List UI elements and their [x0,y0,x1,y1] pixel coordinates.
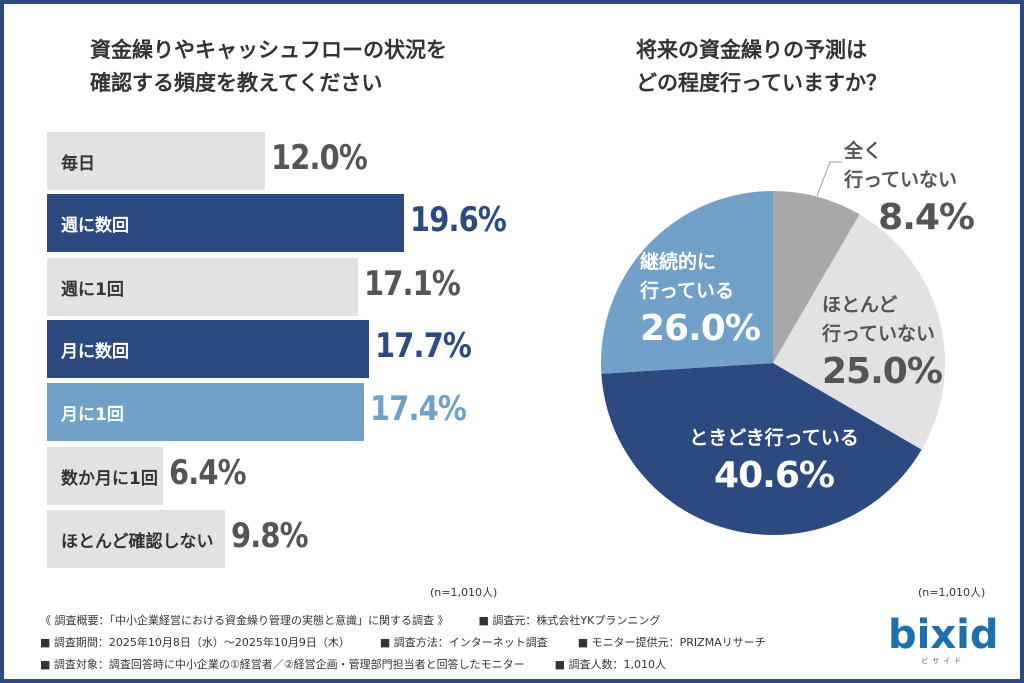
bar: 月に1回 [47,383,364,441]
survey-target: ■ 調査対象：調査回答時に中小企業の①経営者／②経営企画・管理部門担当者と回答し… [40,658,525,671]
pie-chart [601,161,945,535]
bixid-logo: bixid ビサイド [888,614,999,666]
bar-value-label: 19.6% [409,200,507,240]
right-sample-note: (n=1,010人) [918,586,986,599]
bar-value-label: 17.7% [375,326,472,366]
pie-category-label: ときどき行っている [689,427,859,449]
logo-text: bixid [888,612,999,658]
infographic: 資金繰りやキャッシュフローの状況を 確認する頻度を教えてください 将来の資金繰り… [4,4,1020,679]
pie-slice [773,214,945,450]
survey-method: ■ 調査方法：インターネット調査 [379,636,548,649]
bar: 週に数回 [47,194,404,252]
pie-label: ときどき行っている 40.6% [634,424,914,499]
pie-category-label: 全く 行っていない [844,140,958,191]
logo-subtext: ビサイド [921,657,966,665]
pie-category-label: 継続的に 行っている [640,251,735,302]
survey-source: ■ 調査元：株式会社YKプランニング [478,614,661,627]
pie-label: ほとんど 行っていない 25.0% [822,291,943,395]
leader-line [816,161,842,197]
pie-slice [773,191,860,363]
bar: 月に数回 [47,320,370,378]
pie-label: 全く 行っていない 8.4% [844,137,975,241]
pie-value-label: 8.4% [878,197,975,238]
footer-line-2: ■ 調査期間：2025年10月8日（水）～2025年10月9日（木） ■ 調査方法… [40,634,796,650]
right-chart-title: 将来の資金繰りの予測は どの程度行っていますか？ [636,38,887,95]
bar-value-label: 17.4% [369,389,467,429]
footer-line-1: 《 調査概要：「中小企業経営における資金繰り管理の実態と意識」に関する調査 》 ■… [40,612,690,628]
pie-value-label: 26.0% [640,308,761,349]
bar: ほとんど確認しない [47,510,226,568]
bar-value-label: 17.1% [364,264,461,304]
pie-label: 継続的に 行っている 26.0% [640,248,761,352]
bar: 週に1回 [47,258,359,316]
left-sample-note: (n=1,010人) [430,586,498,599]
bar-value-label: 9.8% [231,516,309,556]
pie-value-label: 40.6% [714,455,835,496]
survey-period: ■ 調査期間：2025年10月8日（水）～2025年10月9日（木） [40,636,350,649]
bar: 毎日 [47,132,266,190]
pie-category-label: ほとんど 行っていない [822,294,936,345]
bar-value-label: 6.4% [169,453,247,493]
monitor-provider: ■ モニター提供元：PRIZMAリサーチ [577,636,766,649]
left-chart-title: 資金繰りやキャッシュフローの状況を 確認する頻度を教えてください [90,38,447,95]
survey-count: ■ 調査人数：1,010人 [554,658,666,671]
pie-slice [601,191,773,374]
bar-value-label: 12.0% [271,138,368,178]
footer-line-3: ■ 調査対象：調査回答時に中小企業の①経営者／②経営企画・管理部門担当者と回答し… [40,656,696,672]
survey-title: 《 調査概要：「中小企業経営における資金繰り管理の実態と意識」に関する調査 》 [40,614,449,627]
pie-slice [601,363,922,535]
bar: 数か月に1回 [47,447,164,505]
pie-value-label: 25.0% [822,351,943,392]
